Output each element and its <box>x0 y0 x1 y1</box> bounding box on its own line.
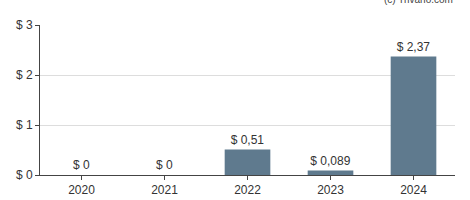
svg-text:2020: 2020 <box>68 183 95 197</box>
svg-text:$ 2: $ 2 <box>16 68 33 82</box>
svg-text:$ 1: $ 1 <box>16 118 33 132</box>
svg-text:$ 0,51: $ 0,51 <box>231 133 265 147</box>
svg-text:$ 3: $ 3 <box>16 18 33 32</box>
svg-text:2024: 2024 <box>400 183 427 197</box>
svg-text:2023: 2023 <box>317 183 344 197</box>
svg-text:(c) Trivano.com: (c) Trivano.com <box>384 0 453 5</box>
svg-text:$ 2,37: $ 2,37 <box>397 40 431 54</box>
svg-text:2022: 2022 <box>234 183 261 197</box>
svg-text:$ 0,089: $ 0,089 <box>310 154 350 168</box>
svg-text:$ 0: $ 0 <box>73 158 90 172</box>
svg-text:2021: 2021 <box>151 183 178 197</box>
svg-text:$ 0: $ 0 <box>16 168 33 182</box>
svg-text:$ 0: $ 0 <box>156 158 173 172</box>
